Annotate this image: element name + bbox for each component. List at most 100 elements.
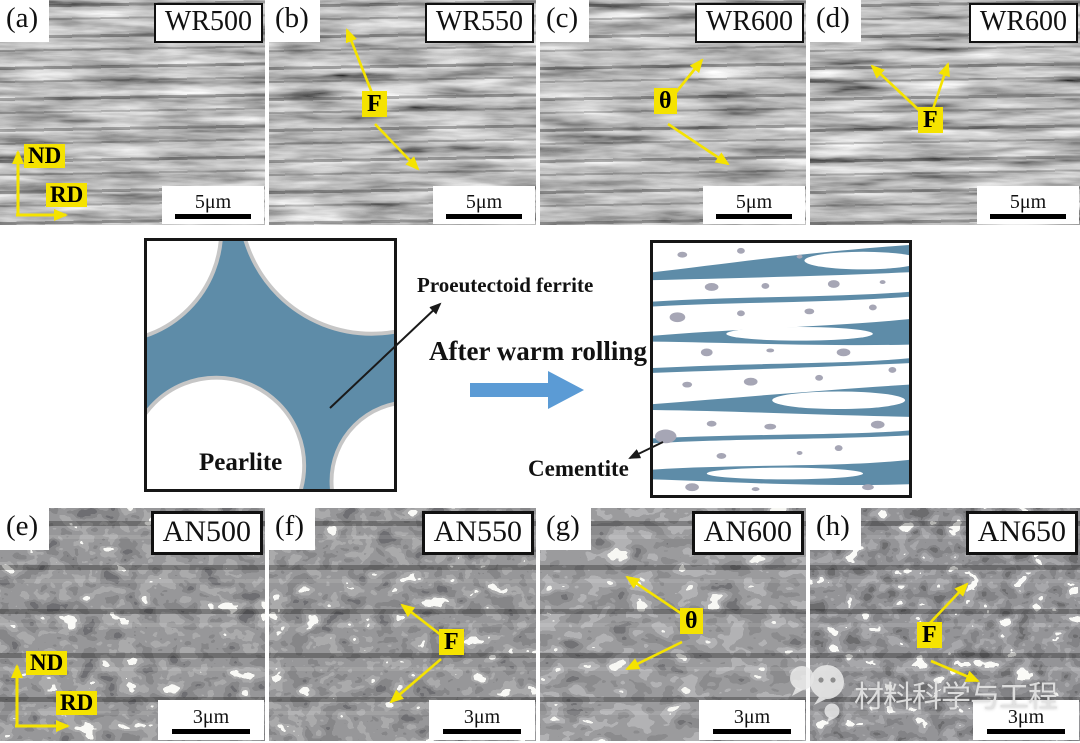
panel-tag: (f) xyxy=(269,508,315,550)
scale-bar-line xyxy=(172,728,250,734)
panel-tag: (c) xyxy=(540,0,590,42)
micrograph-panel-a: ND RD (a) WR500 5μm xyxy=(0,0,265,225)
rd-axis-label: RD xyxy=(56,690,98,716)
scale-bar: 3μm xyxy=(429,700,535,740)
scale-bar: 5μm xyxy=(703,186,805,224)
panel-title: AN550 xyxy=(421,511,534,555)
panel-title: WR500 xyxy=(153,3,263,43)
title-text: AN650 xyxy=(977,515,1066,548)
panel-tag: (d) xyxy=(810,0,861,42)
tag-text: (f) xyxy=(275,510,304,542)
title-text: AN550 xyxy=(433,515,522,548)
ferrite-annotation-label: F xyxy=(362,91,387,118)
nd-text: ND xyxy=(28,143,62,168)
annotation-text: F xyxy=(923,107,938,133)
annotation-arrows xyxy=(870,62,950,113)
nd-text: ND xyxy=(30,650,64,675)
annotation-text: θ xyxy=(685,608,698,634)
annotation-arrows xyxy=(667,58,730,166)
annotation-text: F xyxy=(922,622,937,648)
panel-tag: (g) xyxy=(540,508,591,550)
tag-text: (h) xyxy=(816,510,850,542)
tag-text: (e) xyxy=(6,510,39,542)
rolled-schematic-drawing xyxy=(653,243,909,495)
nd-axis-label: ND xyxy=(24,143,66,169)
scale-bar: 5μm xyxy=(162,186,264,224)
rd-axis-label: RD xyxy=(46,182,88,208)
scale-bar: 3μm xyxy=(973,700,1079,740)
panel-tag: (a) xyxy=(0,0,50,42)
nd-rd-axes-icon xyxy=(11,664,70,732)
title-text: WR500 xyxy=(164,6,252,37)
scale-bar-line xyxy=(175,213,251,219)
pearlite-label: Pearlite xyxy=(199,449,282,477)
scale-text: 5μm xyxy=(465,190,503,213)
scale-bar-line xyxy=(713,728,791,734)
annotation-arrows xyxy=(389,603,442,704)
cementite-text: Cementite xyxy=(528,456,629,481)
scale-text: 3μm xyxy=(463,705,501,728)
annotation-arrows xyxy=(345,28,420,171)
annotation-arrows xyxy=(927,582,980,683)
scale-bar: 3μm xyxy=(158,700,264,740)
title-text: WR600 xyxy=(979,6,1067,37)
cementite-annotation-label: θ xyxy=(654,88,677,115)
tag-text: (a) xyxy=(6,2,39,34)
micrograph-panel-f: F (f) AN550 3μm xyxy=(269,508,536,741)
scale-bar-line xyxy=(716,213,792,219)
pearlite-text: Pearlite xyxy=(199,449,283,476)
scale-bar: 3μm xyxy=(699,700,805,740)
cementite-annotation-label: θ xyxy=(680,608,703,635)
title-text: AN500 xyxy=(162,515,251,548)
warm-rolling-arrow-icon xyxy=(470,371,584,409)
scale-bar: 5μm xyxy=(977,186,1079,224)
scale-text: 5μm xyxy=(194,190,232,213)
title-text: AN600 xyxy=(703,515,792,548)
micrograph-panel-b: F (b) WR550 5μm xyxy=(269,0,536,225)
panel-title: AN650 xyxy=(965,511,1078,555)
ferrite-annotation-label: F xyxy=(918,107,943,134)
transition-text: After warm rolling xyxy=(429,336,647,366)
scale-bar-line xyxy=(987,728,1065,734)
annotation-text: F xyxy=(367,91,382,117)
scale-bar-line xyxy=(990,213,1066,219)
annotation-arrows xyxy=(625,575,683,671)
watermark: 材料科学与工程 xyxy=(788,656,1058,722)
cementite-label: Cementite xyxy=(528,457,629,480)
micrograph-panel-e: ND RD (e) AN500 3μm xyxy=(0,508,265,741)
panel-title: WR550 xyxy=(424,3,534,43)
scale-text: 3μm xyxy=(1007,705,1045,728)
scale-bar: 5μm xyxy=(433,186,535,224)
panel-tag: (h) xyxy=(810,508,861,550)
pearlite-schematic-drawing xyxy=(147,241,394,489)
panel-title: WR600 xyxy=(694,3,804,43)
scale-text: 3μm xyxy=(733,705,771,728)
tag-text: (d) xyxy=(816,2,850,34)
nd-axis-label: ND xyxy=(26,650,68,676)
title-text: WR550 xyxy=(435,6,523,37)
proeutectoid-ferrite-label: Proeutectoid ferrite xyxy=(417,275,593,296)
rd-text: RD xyxy=(50,182,84,207)
watermark-text: 材料科学与工程 xyxy=(854,681,1058,714)
micrograph-panel-d: F (d) WR600 5μm xyxy=(810,0,1080,225)
title-text: WR600 xyxy=(705,6,793,37)
annotation-text: θ xyxy=(659,88,672,114)
ferrite-annotation-label: F xyxy=(439,629,464,656)
rd-text: RD xyxy=(60,690,94,715)
nd-rd-axes-icon xyxy=(12,150,68,221)
tag-text: (c) xyxy=(546,2,579,34)
after-warm-rolling-label: After warm rolling xyxy=(429,338,647,365)
scale-bar-line xyxy=(443,728,521,734)
micrograph-panel-g: θ (g) AN600 3μm xyxy=(540,508,806,741)
panel-title: WR600 xyxy=(968,3,1078,43)
proeutectoid-text: Proeutectoid ferrite xyxy=(417,273,594,297)
cementite-particles xyxy=(654,247,897,492)
scale-text: 3μm xyxy=(192,705,230,728)
micrograph-panel-h: F (h) AN650 3μm xyxy=(810,508,1080,741)
scale-text: 5μm xyxy=(735,190,773,213)
scale-text: 5μm xyxy=(1009,190,1047,213)
annotation-text: F xyxy=(444,629,459,655)
ferrite-annotation-label: F xyxy=(917,622,942,649)
pearlite-schematic: Pearlite xyxy=(144,238,397,492)
